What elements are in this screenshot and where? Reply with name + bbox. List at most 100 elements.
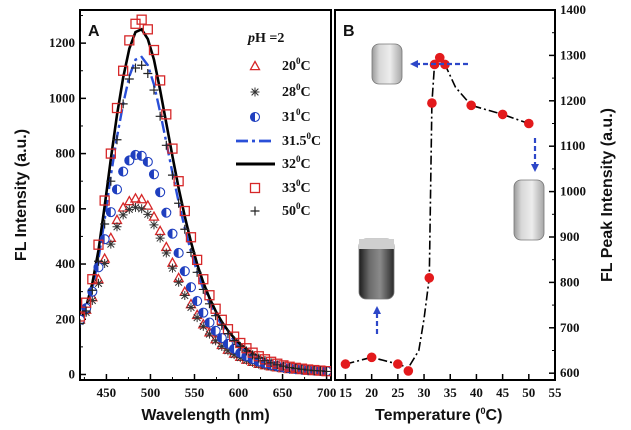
- panel-b: 15 20 25 30 35 40 45 50 55 600 700 800 900 1000 1100 12…: [334, 2, 616, 424]
- half-circle-fill: [229, 344, 235, 354]
- legend-label-5: 330C: [282, 178, 311, 196]
- data-point-plus: [149, 85, 159, 95]
- data-point-asterisk: [192, 313, 202, 323]
- legend-title: pH =2: [247, 31, 284, 46]
- data-point-half-circle: [204, 317, 215, 328]
- y-tick-label: 600: [56, 201, 76, 216]
- data-point-plus: [322, 366, 331, 376]
- data-point-asterisk: [155, 233, 165, 243]
- x-tick-label: 450: [97, 385, 117, 400]
- half-circle-fill: [211, 326, 216, 336]
- half-circle-fill: [106, 207, 111, 217]
- data-point-square: [105, 148, 116, 159]
- half-circle-fill: [155, 187, 161, 197]
- y-tick-label: 1200: [560, 93, 586, 108]
- data-point-square: [124, 35, 135, 46]
- data-point-square: [80, 311, 86, 322]
- half-circle-fill: [223, 339, 228, 349]
- data-point-plus: [118, 99, 128, 109]
- data-point-plus: [192, 267, 202, 277]
- half-circle-fill: [192, 296, 198, 306]
- data-point-plus: [241, 346, 251, 356]
- half-circle-fill: [254, 357, 259, 366]
- data-point-square: [179, 205, 190, 217]
- data-point-asterisk: [149, 220, 159, 230]
- data-point-plus: [112, 135, 122, 145]
- data-point-asterisk: [93, 278, 103, 288]
- data-point-plus: [106, 176, 116, 186]
- half-circle-fill: [167, 229, 173, 239]
- half-circle-fill: [124, 155, 130, 165]
- y-tick-label: 1000: [49, 90, 75, 105]
- data-point-half-circle: [179, 266, 190, 277]
- data-point-plus: [297, 364, 307, 374]
- vial-cap: [359, 239, 394, 249]
- x-tick-label: 20: [365, 385, 378, 400]
- panel-b-ticks: 15 20 25 30 35 40 45 50 55 600 700 800 900 1000 1100 12…: [339, 2, 586, 400]
- data-point-4: [424, 273, 435, 283]
- y-tick-label: 1200: [49, 35, 75, 50]
- data-point-square: [142, 24, 153, 35]
- half-circle-fill: [143, 157, 148, 167]
- half-circle-fill: [250, 112, 255, 122]
- data-point-half-circle: [136, 150, 147, 161]
- data-point-5: [427, 98, 437, 108]
- data-point-10: [497, 109, 508, 120]
- data-point-plus: [167, 170, 177, 180]
- half-circle-fill: [161, 208, 167, 218]
- data-point-plus: [204, 299, 214, 309]
- y-tick-label: 800: [560, 274, 580, 289]
- data-point-plus: [161, 140, 171, 150]
- data-point-plus: [137, 60, 147, 70]
- data-point-square: [99, 195, 110, 206]
- x-tick-label: 45: [496, 385, 510, 400]
- data-point-asterisk: [174, 277, 184, 287]
- data-point-asterisk: [250, 87, 260, 97]
- data-point-asterisk: [217, 341, 227, 351]
- data-point-8: [440, 59, 450, 70]
- half-circle-fill: [241, 351, 247, 361]
- data-point-square: [185, 232, 197, 243]
- x-tick-label: 500: [141, 385, 161, 400]
- data-point-plus: [260, 356, 270, 366]
- data-point-triangle: [129, 192, 142, 203]
- series-line-3: [80, 55, 327, 373]
- data-point-asterisk: [198, 321, 208, 331]
- data-point-plus: [223, 329, 233, 339]
- legend-label-3: 31.50C: [282, 131, 321, 149]
- data-point-plus: [229, 336, 239, 346]
- data-point-half-circle: [118, 166, 129, 177]
- data-point-2: [393, 359, 403, 369]
- data-point-half-circle: [167, 228, 178, 239]
- panel-a-ticks: 450 500 550 600 650 700 0 200 400 600 800 1000 1200: [49, 15, 336, 400]
- data-point-half-circle: [198, 307, 209, 318]
- legend-item-1: 280C: [250, 82, 311, 100]
- vial-body: [513, 179, 545, 241]
- data-point-square: [154, 75, 166, 86]
- x-tick-label: 25: [391, 385, 405, 400]
- vial-clear-20C: [355, 235, 398, 303]
- data-point-half-circle: [99, 234, 110, 245]
- y-tick-label: 200: [56, 311, 76, 326]
- data-point-7: [434, 52, 445, 63]
- data-point-asterisk: [130, 202, 140, 212]
- y-tick-label: 1300: [560, 47, 586, 62]
- half-circle-fill: [130, 150, 136, 160]
- legend-item-4: 320C: [236, 154, 311, 172]
- half-circle-fill: [149, 169, 154, 179]
- data-point-asterisk: [186, 302, 196, 312]
- data-point-half-circle: [148, 169, 160, 180]
- y-tick-label: 900: [560, 229, 580, 244]
- panel-b-points: [340, 52, 534, 376]
- half-circle-fill: [118, 167, 124, 177]
- legend-item-6: 500C: [250, 201, 311, 219]
- panel-a: 450 500 550 600 650 700 0 200 400 600 800 1000 1200 W…: [13, 9, 336, 424]
- data-point-asterisk: [87, 295, 97, 305]
- data-point-asterisk: [204, 329, 214, 339]
- data-point-asterisk: [124, 204, 134, 214]
- data-point-half-circle: [105, 207, 116, 218]
- data-point-plus: [93, 256, 103, 266]
- data-point-plus: [81, 306, 91, 316]
- data-point-half-circle: [124, 155, 135, 166]
